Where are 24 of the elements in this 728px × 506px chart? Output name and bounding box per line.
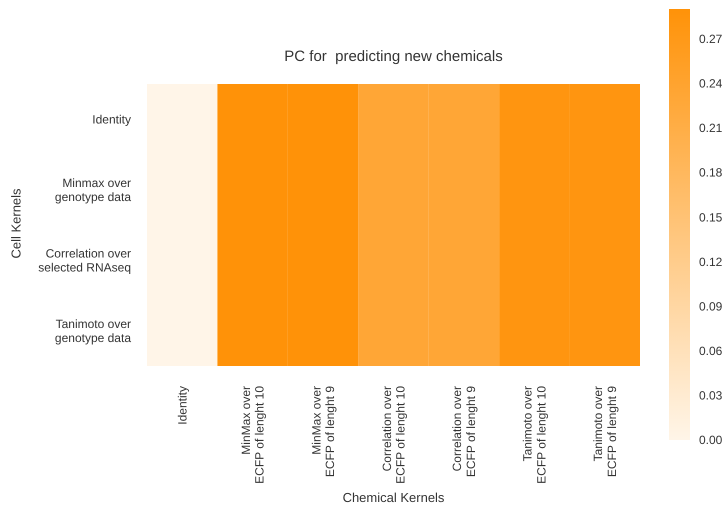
x-tick-label: Tanimoto over ECFP of lenght 10: [520, 386, 548, 484]
x-axis-title: Chemical Kernels: [342, 490, 446, 505]
x-tick-label: Tanimoto over ECFP of lenght 9: [591, 386, 619, 478]
x-tick-label: Correlation over ECFP of lenght 10: [380, 386, 408, 484]
color-bar-label: 0.18: [699, 166, 723, 180]
x-tick-label: Identity: [175, 386, 190, 425]
y-axis-title: Cell Kernels: [8, 187, 24, 261]
x-tick-label: Correlation over ECFP of lenght 9: [450, 386, 478, 478]
chart-title: PC for predicting new chemicals: [283, 48, 504, 65]
color-bar-label: 0.03: [699, 388, 723, 403]
color-bar-label: 0.00: [699, 433, 723, 448]
color-bar-label: 0.27: [699, 32, 723, 46]
x-tick-label: MinMax over ECFP of lenght 10: [238, 386, 267, 484]
color-bar-label: 0.06: [699, 344, 723, 358]
color-bar-label: 0.09: [699, 299, 723, 314]
color-bar-label: 0.12: [699, 254, 723, 269]
color-bar-label: 0.21: [699, 121, 723, 136]
y-tick-label: Minmax over genotype data: [54, 176, 132, 204]
y-tick-label: Correlation over selected RNAseq: [38, 246, 131, 275]
y-tick-label: Identity: [92, 112, 131, 126]
color-bar-label: 0.15: [699, 210, 723, 224]
y-tick-label: Tanimoto over genotype data: [54, 316, 132, 346]
color-bar-label: 0.24: [699, 76, 723, 91]
x-tick-label: MinMax over ECFP of lenght 9: [309, 386, 338, 478]
